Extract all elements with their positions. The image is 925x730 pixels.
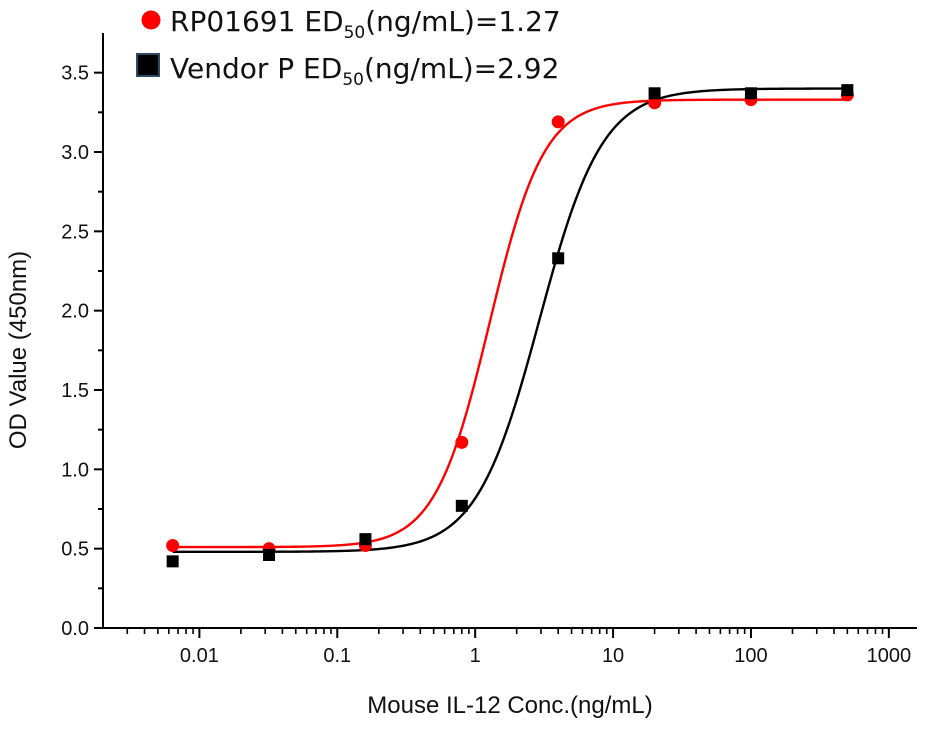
data-point-vendor-p: [263, 549, 276, 562]
fit-curve-rp01691: [172, 98, 848, 549]
data-point-vendor-p: [455, 499, 468, 512]
data-point-rp01691: [455, 435, 469, 449]
data-point-vendor-p: [552, 252, 565, 265]
y-tick-label: 3.0: [61, 142, 89, 164]
y-tick-label: 3.5: [61, 63, 89, 85]
legend-label-rp01691: RP01691 ED50(ng/mL)=1.27: [170, 5, 561, 43]
legend-entry-vendor-p: Vendor P ED50(ng/mL)=2.92: [136, 52, 559, 90]
y-tick-label: 2.0: [61, 301, 89, 323]
y-tick-label: 0.5: [61, 539, 89, 561]
y-tick-label: 1.0: [61, 459, 89, 481]
x-tick-label: 10: [602, 645, 624, 667]
x-tick-label: 100: [734, 645, 767, 667]
y-tick-label: 1.5: [61, 380, 89, 402]
legend-label-vendor-p: Vendor P ED50(ng/mL)=2.92: [170, 52, 559, 90]
data-point-rp01691: [648, 96, 662, 110]
data-point-vendor-p: [841, 84, 854, 97]
axes: [102, 33, 917, 629]
x-tick-label: 1000: [867, 645, 912, 667]
legend-subscript: 50: [342, 70, 364, 90]
ticks: 0.0 0.5 1.0 1.5 2.0 2.5 3.0 3.5 0.01 0.1 1 10 100 100…: [61, 63, 911, 667]
legend: RP01691 ED50(ng/mL)=1.27 Vendor P ED50(n…: [136, 5, 561, 90]
data-point-rp01691: [166, 538, 180, 552]
fit-curve-vendor-p: [172, 87, 848, 554]
x-tick-label: 1: [470, 645, 481, 667]
y-tick-label: 2.5: [61, 221, 89, 243]
legend-prefix: RP01691 ED: [170, 5, 344, 38]
legend-marker-circle: [141, 10, 161, 30]
fit-curves: [172, 87, 848, 554]
data-point-vendor-p: [744, 87, 757, 100]
legend-suffix: (ng/mL)=1.27: [365, 5, 560, 38]
y-axis-label: OD Value (450nm): [5, 251, 32, 449]
legend-prefix: Vendor P ED: [170, 52, 342, 85]
legend-suffix: (ng/mL)=2.92: [364, 52, 559, 85]
legend-entry-rp01691: RP01691 ED50(ng/mL)=1.27: [141, 5, 561, 43]
data-point-vendor-p: [359, 533, 372, 546]
data-points: [166, 84, 854, 568]
data-point-rp01691: [551, 115, 565, 129]
x-tick-label: 0.1: [323, 645, 351, 667]
x-axis-label: Mouse IL-12 Conc.(ng/mL): [367, 692, 652, 719]
legend-marker-square: [136, 53, 160, 77]
x-tick-label: 0.01: [180, 645, 219, 667]
legend-subscript: 50: [344, 23, 366, 43]
data-point-vendor-p: [648, 87, 661, 100]
y-tick-label: 0.0: [61, 618, 89, 640]
data-point-vendor-p: [166, 555, 179, 568]
